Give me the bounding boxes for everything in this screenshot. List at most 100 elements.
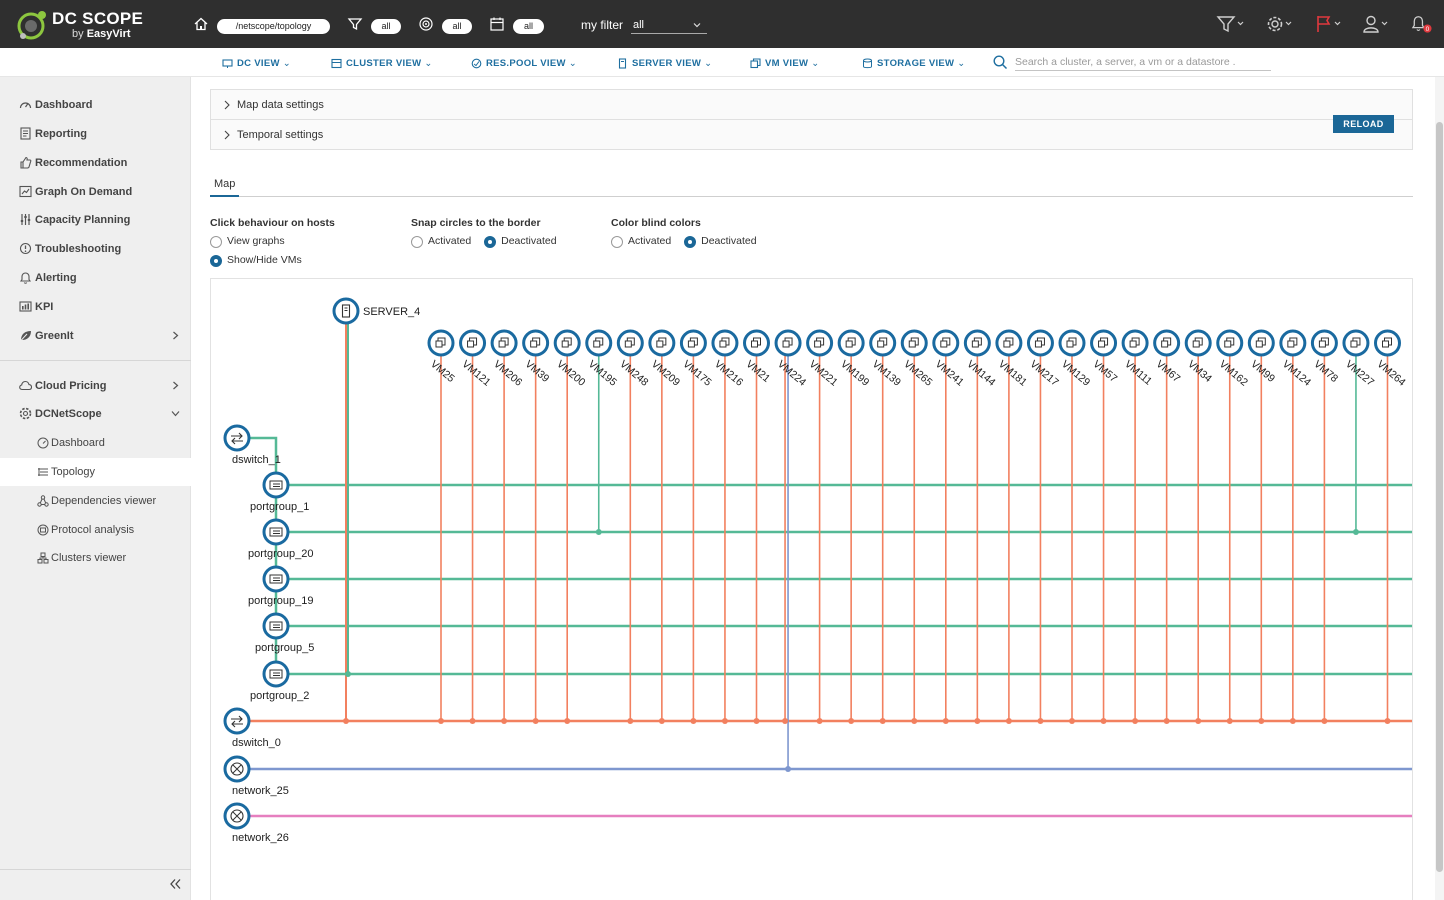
funnel-menu-icon[interactable] (1216, 14, 1246, 34)
switch-node[interactable]: dswitch_1 (223, 424, 281, 466)
vm-node[interactable]: VM111 (1121, 329, 1154, 388)
vm-node[interactable]: VM217 (1026, 329, 1061, 389)
sidebar-item-recommendation[interactable]: Recommendation (0, 150, 191, 176)
vm-node[interactable]: VM227 (1342, 329, 1376, 389)
filter-pill[interactable]: all (371, 19, 401, 34)
sidebar-item-capacity-planning[interactable]: Capacity Planning (0, 207, 191, 233)
gear-icon[interactable] (1266, 14, 1296, 34)
sidebar-subitem-clusters-viewer[interactable]: Clusters viewer (0, 544, 191, 572)
search-icon[interactable] (993, 55, 1008, 70)
nav-cluster-view[interactable]: CLUSTER VIEW ⌄ (331, 56, 433, 70)
vm-node[interactable]: VM67 (1153, 329, 1183, 385)
vm-node[interactable]: VM241 (932, 329, 966, 389)
show-hide-vms-radio[interactable]: Show/Hide VMs (210, 254, 302, 268)
snap-deactivated-radio[interactable]: Deactivated (484, 235, 557, 249)
vm-node[interactable]: VM78 (1310, 329, 1340, 385)
nav-storage-view[interactable]: STORAGE VIEW ⌄ (862, 56, 966, 70)
server-node[interactable]: SERVER_4 (332, 297, 420, 325)
network-node[interactable]: network_26 (223, 802, 289, 844)
colorblind-activated-radio[interactable]: Activated (611, 235, 671, 249)
vm-node[interactable]: VM175 (679, 329, 714, 389)
vm-node[interactable]: VM200 (553, 329, 588, 389)
chevron-right-icon (224, 100, 230, 110)
sidebar-subitem-protocol-analysis[interactable]: Protocol analysis (0, 516, 191, 544)
sidebar-item-dashboard[interactable]: Dashboard (0, 92, 191, 118)
vm-node[interactable]: VM39 (522, 329, 552, 385)
vm-node[interactable]: VM162 (1216, 329, 1250, 389)
vm-icon (530, 340, 538, 348)
view-graphs-radio[interactable]: View graphs (210, 235, 285, 249)
vm-node[interactable]: VM206 (490, 329, 524, 389)
vm-node[interactable]: VM25 (427, 329, 457, 385)
temporal-settings-toggle[interactable]: Temporal settings (211, 120, 1412, 150)
vm-icon (814, 340, 822, 348)
colorblind-deactivated-radio[interactable]: Deactivated (684, 235, 757, 249)
flag-icon[interactable] (1314, 14, 1344, 34)
reload-button[interactable]: RELOAD (1333, 115, 1394, 133)
tab-map[interactable]: Map (210, 175, 240, 197)
sidebar-subitem-topology[interactable]: Topology (0, 458, 191, 486)
sidebar-subitem-dashboard[interactable]: Dashboard (0, 429, 191, 457)
vm-node[interactable]: VM129 (1058, 329, 1092, 389)
sidebar-subitem-dependencies-viewer[interactable]: Dependencies viewer (0, 487, 191, 515)
portgroup-node[interactable]: portgroup_2 (250, 660, 309, 702)
sidebar-item-reporting[interactable]: Reporting (0, 121, 191, 147)
snap-activated-radio[interactable]: Activated (411, 235, 471, 249)
my-filter-select[interactable]: all (631, 17, 707, 34)
vm-node[interactable]: VM124 (1279, 329, 1313, 389)
sidebar-item-greenit[interactable]: GreenIt (0, 323, 191, 349)
vm-node[interactable]: VM199 (837, 329, 872, 389)
vm-node[interactable]: VM248 (616, 329, 651, 389)
sidebar-item-troubleshooting[interactable]: Troubleshooting (0, 236, 191, 262)
vm-node[interactable]: VM99 (1247, 329, 1277, 385)
vm-node[interactable]: VM265 (900, 329, 935, 389)
vm-node[interactable]: VM181 (995, 329, 1029, 389)
topology-map[interactable]: SERVER_4 VM25 VM121 VM206 VM39 VM200 VM195 VM24… (210, 278, 1413, 900)
page-scrollbar[interactable] (1435, 77, 1444, 900)
map-data-settings-toggle[interactable]: Map data settings (211, 90, 1412, 120)
collapse-sidebar-icon[interactable] (168, 877, 182, 891)
search-input[interactable] (1015, 54, 1271, 71)
cluster-pill[interactable]: all (442, 19, 472, 34)
vm-node[interactable]: VM224 (774, 329, 808, 389)
vm-node[interactable]: VM221 (806, 329, 840, 389)
vm-node[interactable]: VM139 (869, 329, 903, 389)
scrollbar-thumb[interactable] (1436, 122, 1443, 872)
switch-node[interactable]: dswitch_0 (223, 707, 281, 749)
vm-node[interactable]: VM57 (1090, 329, 1120, 385)
date-pill[interactable]: all (513, 19, 544, 34)
portgroup-node[interactable]: portgroup_5 (255, 612, 314, 654)
sidebar-item-alerting[interactable]: Alerting (0, 265, 191, 291)
logo-sub-brand: EasyVirt (86, 28, 131, 40)
portgroup-node[interactable]: portgroup_1 (250, 471, 309, 513)
portgroup-node[interactable]: portgroup_19 (248, 565, 313, 607)
sidebar-item-graph-on-demand[interactable]: Graph On Demand (0, 179, 191, 205)
vm-node-label: VM224 (775, 358, 808, 389)
sidebar-item-cloud-pricing[interactable]: Cloud Pricing (0, 373, 191, 399)
vm-node[interactable]: VM216 (711, 329, 745, 389)
vm-node[interactable]: VM209 (648, 329, 682, 389)
vm-node[interactable]: VM34 (1184, 329, 1214, 385)
home-icon[interactable] (193, 16, 209, 32)
calendar-icon[interactable] (489, 16, 505, 32)
vm-node[interactable]: VM264 (1374, 329, 1408, 389)
nav-dc-view[interactable]: DC VIEW ⌄ (222, 56, 291, 70)
portgroup-node[interactable]: portgroup_20 (248, 518, 313, 560)
sidebar-item-kpi[interactable]: KPI (0, 294, 191, 320)
user-icon[interactable] (1362, 14, 1392, 34)
nav-server-view[interactable]: SERVER VIEW ⌄ (617, 56, 712, 70)
nav-respool-view[interactable]: RES.POOL VIEW ⌄ (471, 56, 577, 70)
nav-vm-view[interactable]: VM VIEW ⌄ (750, 56, 820, 70)
filter-icon[interactable] (347, 16, 363, 32)
app-logo[interactable]: DC SCOPE by EasyVirt (16, 6, 143, 42)
bell-icon[interactable]: 0 (1408, 14, 1436, 34)
sidebar-item-dcnetscope[interactable]: DCNetScope (0, 401, 191, 427)
breadcrumb-pill[interactable]: /netscope/topology (217, 19, 330, 34)
network-node[interactable]: network_25 (223, 755, 289, 797)
vm-node[interactable]: VM144 (963, 329, 998, 389)
cluster-target-icon[interactable] (418, 16, 434, 32)
vm-node[interactable]: VM21 (743, 329, 773, 385)
vm-node[interactable]: VM195 (585, 329, 619, 389)
vm-node[interactable]: VM121 (459, 329, 493, 389)
